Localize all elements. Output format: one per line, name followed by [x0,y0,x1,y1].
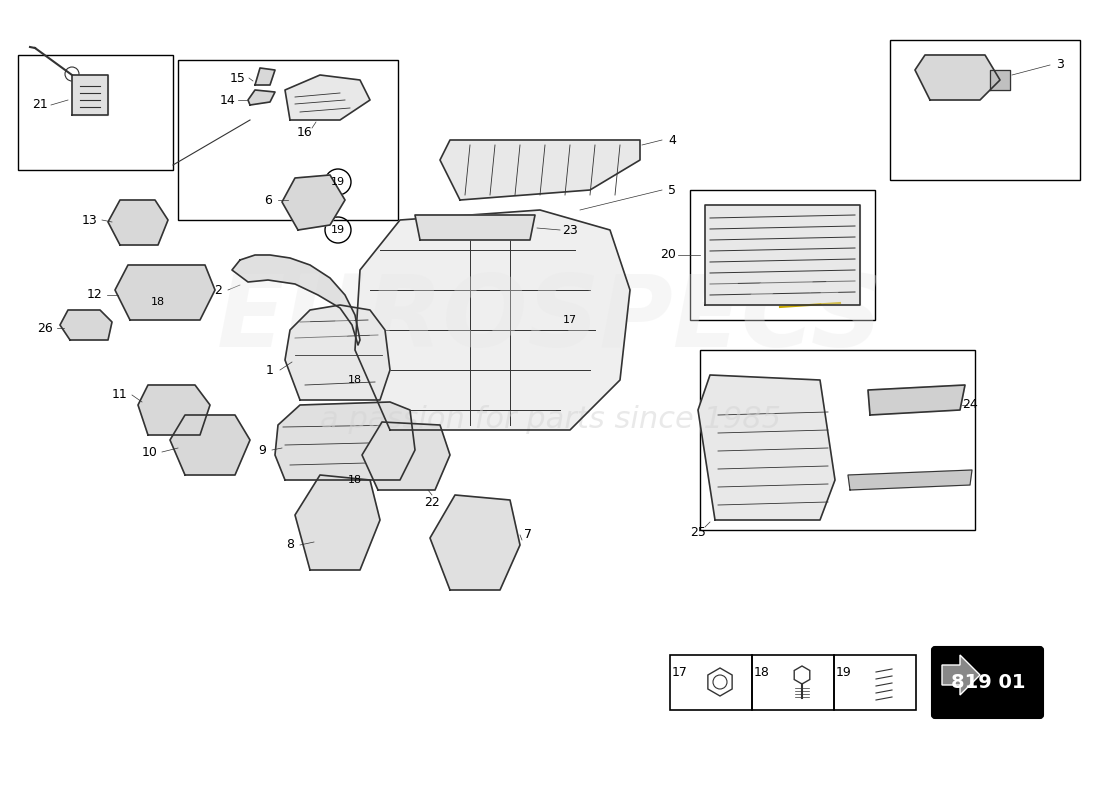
Polygon shape [868,385,965,415]
Text: 19: 19 [331,225,345,235]
Polygon shape [232,255,360,345]
Polygon shape [255,68,275,85]
Text: 18: 18 [348,375,362,385]
Text: 26: 26 [37,322,53,334]
Polygon shape [698,375,835,520]
Polygon shape [138,385,210,435]
Text: 8: 8 [286,538,294,551]
Polygon shape [72,75,108,115]
Text: 17: 17 [563,315,578,325]
Polygon shape [248,90,275,105]
Text: 19: 19 [836,666,851,678]
Text: 2: 2 [214,283,222,297]
Polygon shape [915,55,1000,100]
Text: 12: 12 [87,289,103,302]
Text: 17: 17 [672,666,688,678]
Text: 4: 4 [668,134,675,146]
Text: 24: 24 [962,398,978,411]
Polygon shape [440,140,640,200]
Text: 16: 16 [297,126,312,138]
Text: 18: 18 [755,666,770,678]
Text: 25: 25 [690,526,706,538]
Text: 22: 22 [425,495,440,509]
Text: 18: 18 [151,297,165,307]
Text: 18: 18 [348,475,362,485]
Text: 10: 10 [142,446,158,458]
Polygon shape [848,470,972,490]
Text: a passion for parts since 1985: a passion for parts since 1985 [319,406,781,434]
Polygon shape [275,402,415,480]
Text: EUROSPECS: EUROSPECS [217,271,883,369]
Text: 6: 6 [264,194,272,206]
Text: 21: 21 [32,98,48,111]
Polygon shape [285,75,370,120]
Text: 11: 11 [112,389,128,402]
Text: 20: 20 [660,249,675,262]
Text: 819 01: 819 01 [950,673,1025,691]
Polygon shape [60,310,112,340]
Polygon shape [362,422,450,490]
Text: 19: 19 [331,177,345,187]
Text: 5: 5 [668,183,676,197]
Text: 15: 15 [230,71,246,85]
Text: 7: 7 [524,529,532,542]
Polygon shape [942,655,980,695]
Polygon shape [705,205,860,305]
Polygon shape [116,265,214,320]
FancyBboxPatch shape [932,647,1043,718]
Text: 13: 13 [82,214,98,226]
Text: 3: 3 [1056,58,1064,71]
Polygon shape [282,175,345,230]
Polygon shape [990,70,1010,90]
Polygon shape [285,305,390,400]
Text: 9: 9 [258,443,266,457]
Text: 23: 23 [562,223,578,237]
Polygon shape [108,200,168,245]
Polygon shape [295,475,380,570]
Polygon shape [430,495,520,590]
Text: 1: 1 [266,363,274,377]
Polygon shape [170,415,250,475]
Polygon shape [415,215,535,240]
Text: 14: 14 [220,94,235,106]
Polygon shape [355,210,630,430]
